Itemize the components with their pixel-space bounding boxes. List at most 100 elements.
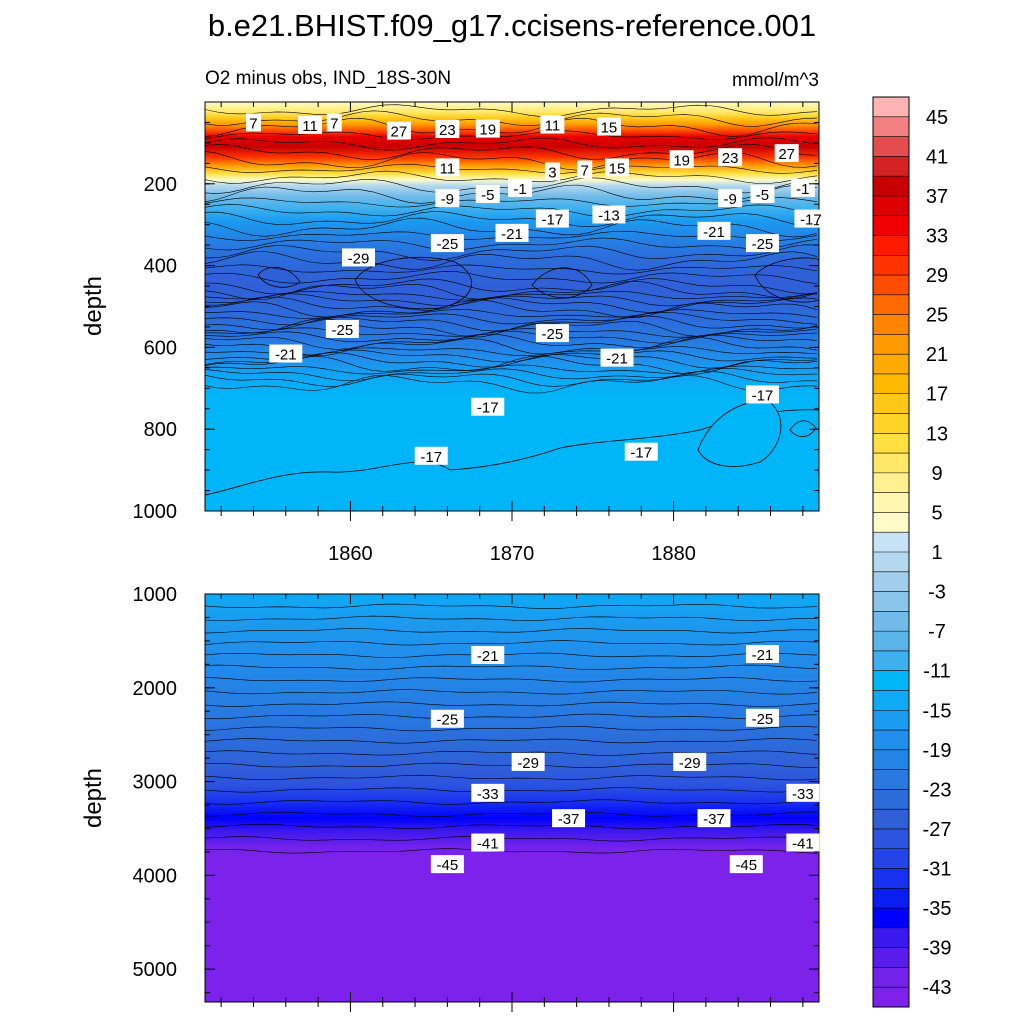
contour-label: 7 (581, 162, 589, 179)
colorbar-label: 37 (926, 186, 948, 208)
colorbar-label: -15 (923, 700, 952, 722)
contour-line (205, 726, 818, 732)
contour-label-box (697, 221, 731, 240)
contour-label: -17 (542, 212, 564, 229)
contour-line (205, 750, 818, 756)
colorbar-swatch (873, 492, 909, 513)
contour-label: -25 (752, 711, 774, 728)
colorbar-swatch (873, 314, 909, 335)
contour-label-box (540, 115, 565, 134)
contour-line (205, 330, 818, 344)
colorbar-label: -27 (923, 819, 952, 841)
contour-label-box (475, 185, 500, 204)
contour-label-box (471, 783, 505, 802)
contour-label: -29 (348, 250, 370, 267)
contour-label-box (718, 148, 743, 167)
contour-line (205, 774, 818, 781)
contour-label: 7 (330, 115, 338, 132)
colorbar-swatch (873, 215, 909, 236)
colorbar-label: 33 (926, 225, 948, 247)
units-label: mmol/m^3 (732, 70, 819, 91)
upper-contour-lines (205, 104, 818, 394)
contour-label: -33 (477, 786, 499, 803)
upper-ylabel: depth (80, 276, 107, 336)
x-tick-label: 1860 (328, 543, 373, 565)
colorbar-label: -23 (923, 779, 952, 801)
colorbar-swatch (873, 888, 909, 909)
contour-label: -25 (331, 322, 353, 339)
contour-label-box (729, 855, 763, 874)
contour-label: 15 (609, 160, 626, 177)
colorbar-label: 5 (931, 502, 942, 524)
colorbar-label: 17 (926, 384, 948, 406)
contour-line (205, 664, 818, 671)
contour-label-box (471, 397, 505, 416)
contour-label-box (552, 809, 586, 828)
colorbar-label: -35 (923, 898, 952, 920)
colorbar-swatch (873, 275, 909, 296)
contour-label-box (745, 708, 779, 727)
lower-panel: -21 -21 -25 -25 -29 -29 -33 -33 -37 -37 -41 -41 -45 -… (80, 584, 820, 1012)
upper-contour-labels: 7 11 7 27 23 19 11 15 11 3 7 15 19 23 27 -9 -5 -1 -9 -5 -1 -1… (245, 113, 828, 466)
contour-label-box (577, 160, 593, 179)
contour-label-box (430, 855, 464, 874)
colorbar-swatch (873, 987, 909, 1008)
colorbar-swatch (873, 512, 909, 533)
contour-label-box (430, 709, 464, 728)
colorbar-swatch (873, 97, 909, 118)
contour-line (205, 244, 818, 261)
contour-label: -45 (735, 857, 757, 874)
y-tick-label: 2000 (133, 678, 178, 700)
contour-label: -13 (598, 207, 620, 224)
contour-line (205, 104, 818, 117)
contour-line (205, 652, 818, 658)
contour-label-box (435, 158, 460, 177)
contour-label-box (475, 119, 500, 138)
contour-label-box (245, 113, 261, 132)
colorbar-swatch (873, 611, 909, 632)
contour-line (205, 346, 818, 356)
colorbar-label: -11 (923, 661, 950, 683)
contour-label-box (435, 119, 460, 138)
contour-label: -29 (679, 755, 701, 772)
contour-label-box (745, 385, 779, 404)
contour-line (205, 293, 818, 307)
lower-contour-labels: -21 -21 -25 -25 -29 -29 -33 -33 -37 -37 -41 -41 -45 -… (430, 645, 820, 874)
contour-line (205, 264, 818, 275)
contour-label: 7 (249, 115, 257, 132)
contour-label-box (471, 645, 505, 664)
contour-line (205, 333, 818, 350)
colorbar-swatch (873, 413, 909, 434)
colorbar-label: -19 (923, 740, 952, 762)
lower-ylabel: depth (80, 768, 107, 828)
contour-label-box (786, 833, 820, 852)
contour-label-box (495, 223, 529, 242)
contour-label-box (325, 319, 359, 338)
contour-label: 27 (391, 124, 408, 141)
contour-label-box (471, 833, 505, 852)
colorbar-swatch (873, 650, 909, 671)
contour-label: -5 (756, 187, 769, 204)
contour-line (205, 278, 818, 295)
colorbar: 45 41 37 33 29 25 21 17 13 9 5 1 -3 -7 -11 -15 -19 -23 -27… (872, 96, 952, 1008)
colorbar-swatch (873, 571, 909, 592)
contour-line (205, 799, 818, 805)
colorbar-swatch (873, 749, 909, 770)
contour-label-box (414, 446, 448, 465)
contour-line (205, 836, 818, 842)
contour-label-box (535, 324, 569, 343)
colorbar-swatch (873, 294, 909, 315)
contour-line (205, 355, 818, 375)
contour-label-box (326, 113, 342, 132)
colorbar-label: -39 (923, 938, 952, 960)
colorbar-swatch (873, 591, 909, 612)
upper-min-cell-1 (257, 266, 301, 288)
contour-label-box (435, 189, 460, 208)
contour-line (205, 787, 818, 793)
contour-line (205, 367, 818, 382)
colorbar-swatch (873, 828, 909, 850)
contour-line (205, 640, 818, 646)
contour-label: 11 (302, 118, 318, 135)
contour-line (205, 296, 818, 313)
contour-label: -33 (792, 786, 814, 803)
